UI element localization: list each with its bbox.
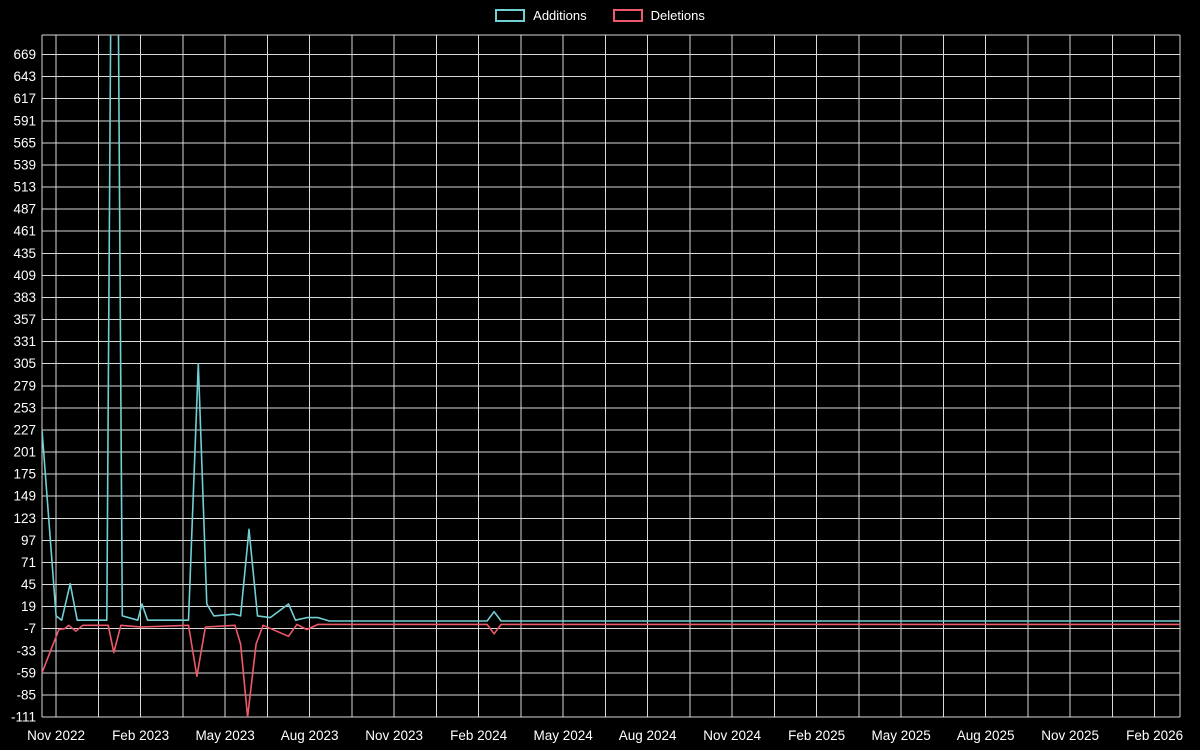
svg-text:409: 409: [13, 268, 36, 283]
svg-text:435: 435: [13, 246, 36, 261]
svg-text:May 2025: May 2025: [871, 728, 930, 743]
svg-text:Nov 2023: Nov 2023: [365, 728, 423, 743]
svg-text:149: 149: [13, 489, 36, 504]
x-axis-labels: Nov 2022 Feb 2023 May 2023 Aug 2023 Nov 2023…: [27, 728, 1183, 743]
svg-text:513: 513: [13, 180, 36, 195]
svg-text:487: 487: [13, 202, 36, 217]
svg-text:227: 227: [13, 422, 36, 437]
grid-lines: [41, 34, 1181, 718]
svg-text:Aug 2025: Aug 2025: [957, 728, 1015, 743]
svg-text:617: 617: [13, 91, 36, 106]
svg-text:71: 71: [21, 555, 36, 570]
svg-text:Feb 2023: Feb 2023: [112, 728, 169, 743]
svg-text:-7: -7: [24, 621, 36, 636]
svg-text:591: 591: [13, 113, 36, 128]
svg-text:Feb 2025: Feb 2025: [788, 728, 845, 743]
legend-label-additions: Additions: [533, 8, 587, 23]
svg-text:253: 253: [13, 400, 36, 415]
svg-text:Nov 2022: Nov 2022: [27, 728, 85, 743]
svg-text:383: 383: [13, 290, 36, 305]
svg-text:19: 19: [21, 599, 36, 614]
chart-legend: Additions Deletions: [0, 7, 1200, 24]
svg-text:-33: -33: [16, 643, 36, 658]
svg-text:Feb 2024: Feb 2024: [450, 728, 508, 743]
svg-text:357: 357: [13, 312, 36, 327]
deletions-swatch-icon: [612, 9, 643, 22]
svg-text:Nov 2025: Nov 2025: [1041, 728, 1099, 743]
additions-line: [42, 35, 1180, 622]
svg-text:201: 201: [13, 445, 36, 460]
svg-text:-111: -111: [11, 710, 36, 725]
legend-item-additions[interactable]: Additions: [495, 7, 587, 24]
svg-text:565: 565: [13, 135, 36, 150]
svg-text:279: 279: [13, 378, 36, 393]
svg-text:45: 45: [21, 577, 36, 592]
svg-text:331: 331: [13, 334, 36, 349]
svg-text:97: 97: [21, 533, 36, 548]
svg-text:643: 643: [13, 69, 36, 84]
svg-text:Aug 2023: Aug 2023: [281, 728, 339, 743]
svg-text:669: 669: [13, 47, 36, 62]
svg-text:461: 461: [13, 224, 36, 239]
svg-text:May 2023: May 2023: [195, 728, 254, 743]
svg-text:Nov 2024: Nov 2024: [703, 728, 761, 743]
legend-item-deletions[interactable]: Deletions: [612, 7, 705, 24]
svg-text:175: 175: [13, 467, 36, 482]
svg-text:Feb 2026: Feb 2026: [1126, 728, 1183, 743]
svg-text:305: 305: [13, 356, 36, 371]
additions-swatch-icon: [495, 9, 526, 22]
svg-text:-59: -59: [16, 665, 36, 680]
svg-text:123: 123: [13, 511, 36, 526]
y-axis-labels: 669 643 617 591 565 539 513 487 461 435 409 383 357 3…: [11, 47, 36, 724]
svg-text:May 2024: May 2024: [533, 728, 593, 743]
legend-label-deletions: Deletions: [650, 8, 705, 23]
deletions-line: [42, 623, 1180, 717]
svg-text:Aug 2024: Aug 2024: [619, 728, 677, 743]
svg-text:539: 539: [13, 157, 36, 172]
svg-text:-85: -85: [16, 687, 36, 702]
